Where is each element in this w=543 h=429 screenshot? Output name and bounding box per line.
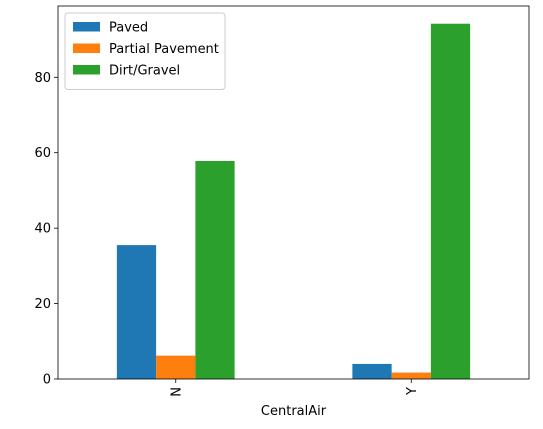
bar-y-dirt-gravel [430,23,471,380]
x-tick-label-y: Y [405,387,420,396]
x-tick-label-n: N [169,387,184,397]
bar-n-dirt-gravel [195,161,235,379]
legend-label-paved: Paved [109,21,148,36]
y-tick-label-40: 40 [34,222,51,237]
y-axis: 0 20 40 60 80 [34,71,58,388]
legend-box [64,12,226,90]
legend-label-dirt-gravel: Dirt/Gravel [109,64,180,79]
legend: Paved Partial Pavement Dirt/Gravel [64,12,226,90]
bar-y-paved [352,363,392,379]
plot-frame [57,5,530,380]
legend-swatch-partial-pavement [73,43,100,53]
y-tick-label-0: 0 [43,373,51,388]
legend-swatch-paved [73,22,100,32]
bars-group [116,23,471,380]
y-tick-label-80: 80 [34,71,51,86]
bar-y-partial-pavement [391,372,431,379]
x-axis-label: CentralAir [261,404,327,419]
bar-n-partial-pavement [156,355,196,379]
bar-n-paved [116,245,157,379]
y-tick-label-60: 60 [34,146,51,161]
legend-swatch-dirt-gravel [73,65,100,75]
y-tick-label-20: 20 [34,297,51,312]
legend-label-partial-pavement: Partial Pavement [109,42,219,57]
